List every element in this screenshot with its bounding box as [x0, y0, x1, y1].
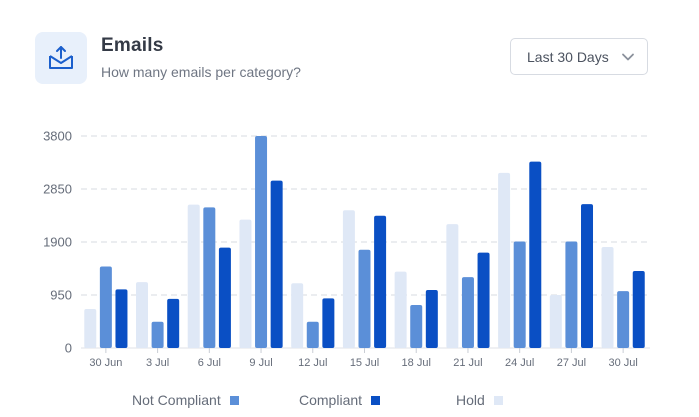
legend-swatch-compliant [371, 395, 381, 405]
bar-compliant [270, 180, 283, 348]
bar-not-compliant [358, 249, 371, 348]
mail-tray-icon [35, 32, 87, 84]
bar-hold [135, 282, 148, 348]
bar-compliant [374, 215, 387, 348]
x-tick-label: 21 Jul [453, 357, 482, 369]
date-range-select[interactable]: Last 30 Days [510, 38, 648, 75]
bar-compliant [529, 161, 542, 348]
y-tick-label: 950 [50, 288, 72, 303]
mail-tray-icon-glyph [49, 46, 73, 69]
bar-not-compliant [151, 321, 164, 348]
x-tick-label: 6 Jul [198, 357, 221, 369]
bar-compliant [218, 247, 231, 348]
bar-not-compliant [565, 241, 578, 348]
bar-compliant [167, 298, 180, 348]
y-tick-label: 0 [65, 341, 72, 356]
bar-not-compliant [255, 136, 268, 348]
x-tick-label: 30 Jul [608, 357, 637, 369]
bar-hold [446, 224, 459, 348]
y-tick-label: 3800 [43, 129, 72, 144]
chart-title: Emails [101, 35, 164, 56]
legend-item-compliant[interactable]: Compliant [299, 392, 381, 408]
bar-hold [291, 283, 304, 348]
bar-hold [84, 308, 97, 348]
x-tick-label: 24 Jul [505, 357, 534, 369]
y-tick-label: 1900 [43, 235, 72, 250]
bar-not-compliant [461, 277, 474, 348]
bar-not-compliant [513, 241, 526, 348]
bar-hold [549, 295, 562, 348]
x-tick-label: 3 Jul [146, 357, 169, 369]
bar-not-compliant [99, 266, 112, 348]
bar-not-compliant [410, 305, 423, 348]
bar-compliant [322, 298, 335, 348]
bar-hold [601, 247, 614, 348]
chevron-down-icon [622, 53, 634, 61]
x-tick-label: 30 Jun [89, 357, 122, 369]
x-tick-label: 9 Jul [249, 357, 272, 369]
bar-hold [239, 219, 252, 348]
date-range-value: Last 30 Days [527, 48, 609, 65]
x-tick-label: 18 Jul [402, 357, 431, 369]
bar-compliant [425, 289, 438, 348]
y-tick-label: 2850 [43, 182, 72, 197]
bar-compliant [115, 289, 128, 348]
legend-item-not-compliant[interactable]: Not Compliant [132, 392, 239, 408]
bar-not-compliant [306, 321, 319, 348]
bar-compliant [581, 204, 594, 348]
emails-bar-chart: 0 950 1900 2850 3800 30 Jun 3 Jul 6 Jul 9 Jul 12 … [43, 129, 650, 369]
x-tick-label: 15 Jul [350, 357, 379, 369]
legend-label-hold: Hold [456, 392, 485, 408]
legend-swatch-not-compliant [229, 395, 239, 405]
legend-item-hold[interactable]: Hold [456, 392, 503, 408]
legend-swatch-hold [493, 395, 503, 405]
bar-not-compliant [203, 207, 216, 348]
legend-label-not-compliant: Not Compliant [132, 392, 221, 408]
x-tick-label: 12 Jul [298, 357, 327, 369]
bar-compliant [477, 252, 490, 348]
chart-subtitle: How many emails per category? [101, 64, 301, 80]
x-tick-label: 27 Jul [557, 357, 586, 369]
legend-label-compliant: Compliant [299, 392, 363, 408]
bar-hold [394, 271, 407, 348]
bar-hold [498, 172, 511, 348]
bar-not-compliant [617, 291, 630, 348]
bar-hold [187, 204, 200, 348]
bar-compliant [632, 271, 645, 348]
bar-hold [342, 210, 355, 348]
